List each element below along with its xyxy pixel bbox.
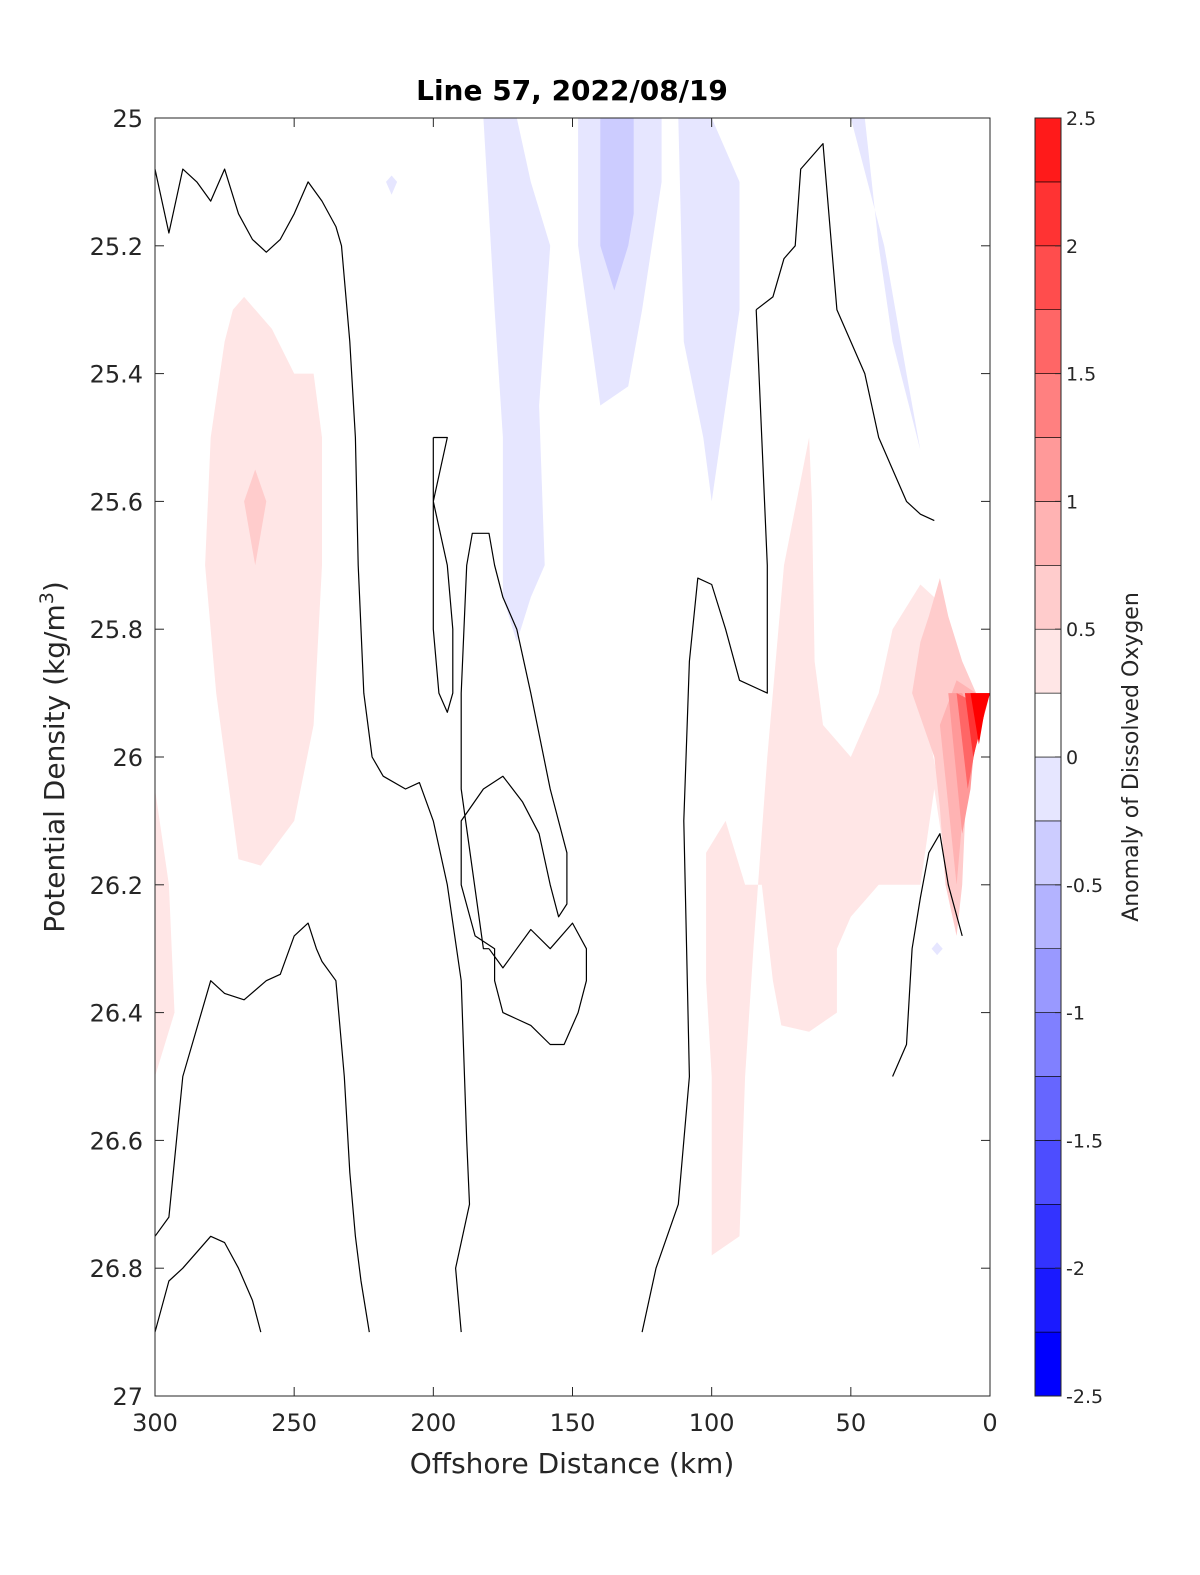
zero-contour-6 [154,922,370,1333]
filled-region-neg-band-2-core [600,118,634,291]
colorbar-band [1034,309,1062,374]
chart-title: Line 57, 2022/08/19 [416,74,728,107]
colorbar-band [1034,1204,1062,1269]
colorbar-tick-label: 2.5 [1066,108,1096,130]
y-tick-label: 25.4 [90,361,143,389]
filled-contours [155,118,990,1256]
colorbar-ticks: 2.5 2 1.5 1 0.5 0 -0.5 -1 -1.5 -2 -2.5 [1055,108,1103,1408]
colorbar-band [1034,117,1062,183]
y-axis-title: Potential Density (kg/m3) [36,581,71,933]
colorbar-band [1034,373,1062,438]
filled-region-neg-band-3 [678,118,740,502]
colorbar-tick-label: 2 [1066,236,1078,258]
x-tick-label: 300 [132,1409,178,1437]
colorbar-band [1034,692,1062,758]
filled-region-pos-west-1 [205,296,322,866]
colorbar-band [1034,564,1062,630]
colorbar-tick-label: -0.5 [1066,875,1103,897]
x-axis-title: Offshore Distance (km) [410,1447,735,1480]
y-tick-label: 26.6 [90,1127,143,1155]
colorbar-tick-label: 1 [1066,491,1078,513]
zero-contour-8 [892,833,963,1077]
x-tick-label: 250 [271,1409,317,1437]
colorbar-tick-label: -2.5 [1066,1386,1103,1408]
colorbar-band [1034,501,1062,566]
zero-contour-1 [154,168,471,1333]
colorbar-band [1034,820,1062,886]
zero-contour-2 [432,436,454,713]
filled-region-neg-band-1 [483,118,551,642]
filled-region-neg-speck-1 [386,175,398,195]
colorbar-band [1034,181,1062,247]
colorbar: 2.5 2 1.5 1 0.5 0 -0.5 -1 -1.5 -2 -2.5 [1034,108,1103,1408]
colorbar-tick-label: -1 [1066,1003,1085,1025]
colorbar-band [1034,437,1062,502]
x-tick-label: 0 [982,1409,997,1437]
colorbar-title: Anomaly of Dissolved Oxygen [1119,592,1144,922]
y-tick-label: 27 [112,1383,143,1411]
colorbar-tick-label: 0.5 [1066,619,1096,641]
y-axis-title-close: ) [38,581,71,592]
axis-ticks: 300 250 200 150 100 50 0 25 25.2 25.4 25.6 25.8 26 26… [90,105,998,1437]
colorbar-tick-label: 0 [1066,747,1078,769]
zero-contour-3 [460,532,588,1046]
colorbar-band [1034,1331,1062,1397]
colorbar-band [1034,245,1062,311]
colorbar-bands [1034,117,1062,1397]
zero-contour-7 [154,1235,262,1333]
plot-area: 300 250 200 150 100 50 0 25 25.2 25.4 25.6 25.8 26 26… [90,105,998,1437]
y-tick-label: 25 [112,105,143,133]
colorbar-tick-label: 1.5 [1066,364,1096,386]
x-tick-label: 100 [689,1409,735,1437]
colorbar-band [1034,1012,1062,1077]
colorbar-band [1034,1267,1062,1333]
filled-region-pos-east-7 [970,693,990,745]
plot-frame [154,117,991,1397]
y-tick-label: 26.4 [90,1000,143,1028]
colorbar-band [1034,756,1062,822]
y-tick-label: 25.2 [90,233,143,261]
y-tick-label: 26.2 [90,872,143,900]
y-tick-label: 25.8 [90,616,143,644]
x-tick-label: 150 [550,1409,596,1437]
colorbar-band [1034,884,1062,949]
colorbar-band [1034,1140,1062,1205]
filled-region-pos-west-2 [155,789,175,1077]
zero-contour-5 [641,309,768,1333]
y-tick-label: 25.6 [90,488,143,516]
contour-lines [154,143,963,1333]
colorbar-tick-label: -2 [1066,1258,1085,1280]
colorbar-tick-label: -1.5 [1066,1130,1103,1152]
colorbar-band [1034,628,1062,694]
y-tick-label: 26 [112,744,143,772]
filled-region-pos-east-1 [706,386,957,1256]
filled-region-neg-band-4 [850,118,921,451]
zero-contour-4 [755,143,935,522]
colorbar-frame [1034,117,1062,1397]
filled-region-pos-west-1-core [244,469,267,566]
x-tick-label: 200 [410,1409,456,1437]
y-tick-label: 26.8 [90,1255,143,1283]
x-tick-label: 50 [836,1409,867,1437]
filled-region-neg-speck-2 [931,942,943,956]
colorbar-band [1034,1076,1062,1141]
colorbar-band [1034,948,1062,1013]
y-axis-title-main: Potential Density (kg/m [38,604,71,933]
y-axis-title-superscript: 3 [36,592,58,604]
